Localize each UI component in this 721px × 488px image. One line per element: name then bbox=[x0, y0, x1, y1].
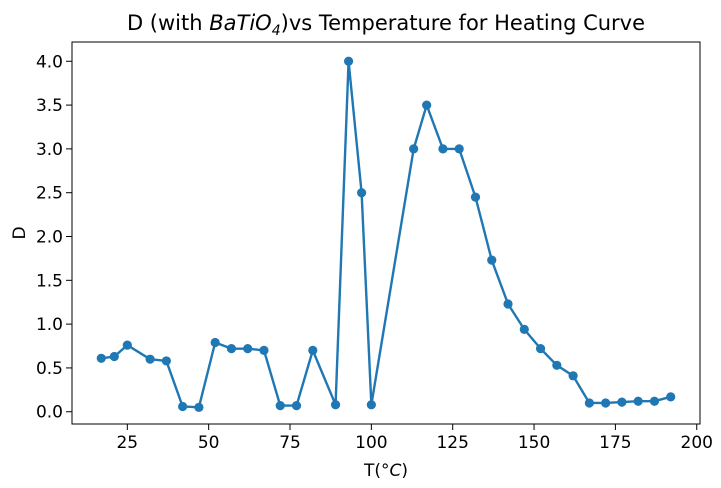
x-axis-label: T(°C) bbox=[363, 461, 408, 481]
y-tick-label: 3.5 bbox=[36, 96, 63, 116]
title-suffix: )vs Temperature for Heating Curve bbox=[281, 11, 645, 35]
x-tick-label: 125 bbox=[436, 433, 468, 453]
y-tick-label: 1.0 bbox=[36, 315, 63, 335]
x-tick-label: 175 bbox=[599, 433, 631, 453]
x-axis-label-unit: °C bbox=[381, 461, 402, 481]
data-point bbox=[438, 144, 448, 154]
x-tick-label: 100 bbox=[355, 433, 387, 453]
data-point bbox=[308, 345, 318, 356]
data-point bbox=[259, 345, 269, 356]
data-point bbox=[194, 402, 204, 412]
data-point bbox=[366, 400, 376, 410]
series-line bbox=[101, 60, 672, 409]
data-point bbox=[649, 396, 660, 406]
data-point bbox=[356, 188, 367, 198]
y-tick-label: 4.0 bbox=[36, 52, 63, 72]
data-point bbox=[552, 360, 562, 370]
series-layer bbox=[96, 56, 676, 412]
data-point bbox=[601, 398, 611, 408]
y-axis-ticks: 0.0 0.5 1.0 1.5 2.0 2.5 3.0 3.5 4.0 bbox=[36, 52, 72, 423]
data-point bbox=[275, 401, 285, 411]
y-tick-label: 2.0 bbox=[36, 228, 63, 248]
data-point bbox=[178, 401, 188, 412]
data-point bbox=[633, 396, 643, 406]
x-tick-label: 75 bbox=[279, 433, 301, 453]
data-point bbox=[409, 144, 419, 154]
x-axis-ticks: 25 50 75 100 125 150 175 200 bbox=[116, 424, 713, 453]
data-point bbox=[666, 392, 676, 402]
data-point bbox=[487, 255, 497, 265]
chart-title: D (with BaTiO4)vs Temperature for Heatin… bbox=[127, 11, 645, 39]
title-formula-subscript: 4 bbox=[272, 23, 281, 39]
title-formula: BaTiO bbox=[209, 11, 271, 35]
data-point bbox=[109, 351, 119, 362]
data-point bbox=[330, 400, 341, 410]
plot-area-frame bbox=[71, 41, 701, 425]
data-point bbox=[470, 192, 481, 202]
x-tick-label: 25 bbox=[116, 433, 138, 453]
data-point bbox=[584, 398, 594, 408]
data-point bbox=[343, 56, 354, 66]
x-tick-label: 200 bbox=[681, 433, 713, 453]
data-point bbox=[122, 340, 132, 350]
data-point bbox=[145, 354, 155, 364]
y-tick-label: 2.5 bbox=[36, 184, 63, 204]
data-point bbox=[535, 344, 546, 354]
y-tick-label: 0.0 bbox=[36, 403, 63, 423]
y-tick-label: 3.0 bbox=[36, 140, 63, 160]
x-tick-label: 50 bbox=[198, 433, 220, 453]
y-axis-label: D bbox=[10, 226, 30, 239]
data-point bbox=[568, 371, 578, 381]
data-point bbox=[422, 100, 432, 110]
data-point bbox=[503, 299, 513, 309]
y-tick-label: 1.5 bbox=[36, 271, 63, 291]
title-prefix: D (with bbox=[127, 11, 209, 35]
x-tick-label: 150 bbox=[518, 433, 550, 453]
data-point bbox=[243, 344, 253, 354]
data-point bbox=[161, 356, 171, 366]
x-axis-label-suffix: ) bbox=[401, 461, 408, 481]
data-point bbox=[617, 397, 627, 407]
x-axis-label-prefix: T( bbox=[363, 461, 381, 481]
data-point bbox=[291, 401, 302, 411]
data-point bbox=[96, 353, 106, 363]
data-point bbox=[226, 344, 237, 354]
y-tick-label: 0.5 bbox=[36, 359, 63, 379]
data-point bbox=[454, 144, 464, 154]
data-point bbox=[210, 337, 220, 348]
data-point bbox=[519, 324, 529, 334]
